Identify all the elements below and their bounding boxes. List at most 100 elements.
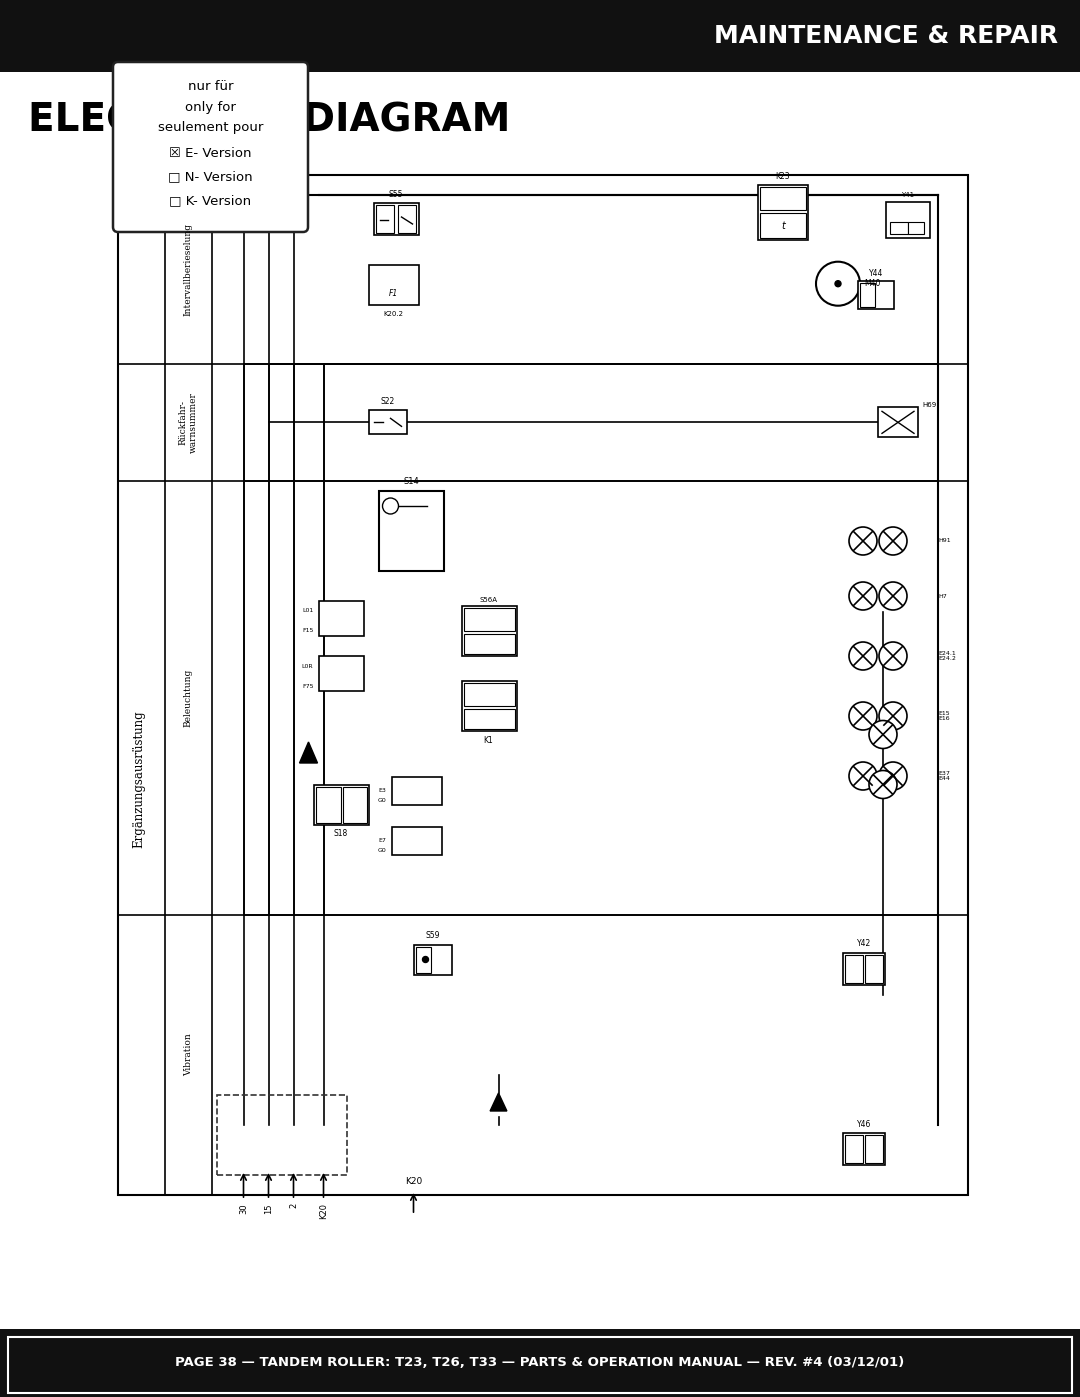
Text: E15
E16: E15 E16 <box>939 711 949 721</box>
Circle shape <box>382 497 399 514</box>
Bar <box>368 265 419 305</box>
Text: E37
E44: E37 E44 <box>939 771 950 781</box>
Bar <box>0 0 1080 73</box>
Text: Beleuchtung: Beleuchtung <box>184 669 192 726</box>
Text: F15: F15 <box>302 629 313 633</box>
Text: nur für: nur für <box>188 81 233 94</box>
Circle shape <box>849 643 877 671</box>
Bar <box>463 710 514 729</box>
Bar <box>760 212 806 237</box>
Text: □ N- Version: □ N- Version <box>168 170 253 183</box>
Bar <box>845 954 863 982</box>
Bar <box>368 411 406 434</box>
Bar <box>315 787 340 823</box>
Text: H91: H91 <box>939 538 950 543</box>
Text: Y44: Y44 <box>868 268 883 278</box>
Bar <box>313 785 368 824</box>
Text: H7: H7 <box>939 594 947 598</box>
Bar <box>845 1134 863 1162</box>
Text: S14: S14 <box>403 476 419 486</box>
Bar <box>463 683 514 705</box>
Circle shape <box>849 703 877 731</box>
Text: E24.1
E24.2: E24.1 E24.2 <box>939 651 956 661</box>
Bar <box>865 954 883 982</box>
Text: Y46: Y46 <box>856 1120 872 1129</box>
Bar <box>342 787 366 823</box>
Bar <box>374 203 419 235</box>
Bar <box>908 222 924 235</box>
Bar <box>391 827 442 855</box>
Text: 30: 30 <box>239 1203 248 1214</box>
Text: S56A: S56A <box>480 597 498 604</box>
Text: F1: F1 <box>389 289 399 298</box>
Bar <box>391 777 442 805</box>
Circle shape <box>849 583 877 610</box>
Text: G0: G0 <box>378 798 387 803</box>
Bar <box>216 1095 347 1175</box>
Bar <box>843 953 885 985</box>
Text: ☒ E- Version: ☒ E- Version <box>170 147 252 159</box>
Bar <box>860 282 875 307</box>
Bar <box>416 947 431 972</box>
Circle shape <box>849 761 877 789</box>
Text: G0: G0 <box>378 848 387 854</box>
Text: F75: F75 <box>302 683 313 689</box>
Bar <box>414 944 451 975</box>
Text: K23: K23 <box>775 172 791 182</box>
Text: S59: S59 <box>426 932 440 940</box>
Text: M40: M40 <box>864 279 880 288</box>
Text: PAGE 38 — TANDEM ROLLER: T23, T26, T33 — PARTS & OPERATION MANUAL — REV. #4 (03/: PAGE 38 — TANDEM ROLLER: T23, T26, T33 —… <box>175 1356 905 1369</box>
Bar <box>397 205 416 233</box>
Bar <box>319 601 364 636</box>
Text: L01: L01 <box>302 609 313 613</box>
Bar <box>865 1134 883 1162</box>
Polygon shape <box>299 742 318 763</box>
Circle shape <box>835 281 841 286</box>
Text: L0R: L0R <box>302 664 313 669</box>
Bar <box>378 490 444 571</box>
Bar <box>376 205 393 233</box>
Polygon shape <box>490 1092 507 1111</box>
Text: E7: E7 <box>379 838 387 842</box>
Bar <box>878 408 918 437</box>
Text: K20: K20 <box>405 1178 422 1186</box>
Text: E3: E3 <box>379 788 387 793</box>
Text: Vibration: Vibration <box>184 1034 192 1076</box>
Circle shape <box>879 527 907 555</box>
Bar <box>8 1337 1072 1393</box>
Text: □ K- Version: □ K- Version <box>170 194 252 208</box>
Bar <box>886 203 930 237</box>
Text: Intervallberieselung: Intervallberieselung <box>184 224 192 316</box>
Bar <box>461 606 516 657</box>
Bar <box>858 281 894 309</box>
Text: S22: S22 <box>380 397 394 407</box>
Bar <box>758 184 808 240</box>
Bar <box>890 222 908 235</box>
Text: ELECTRICAL DIAGRAM: ELECTRICAL DIAGRAM <box>28 101 511 138</box>
Bar <box>319 657 364 692</box>
Bar <box>0 1329 1080 1397</box>
Text: K20.2: K20.2 <box>383 312 404 317</box>
Circle shape <box>422 957 429 963</box>
Text: 15: 15 <box>264 1203 273 1214</box>
Circle shape <box>879 761 907 789</box>
Bar <box>463 608 514 631</box>
Text: seulement pour: seulement pour <box>158 120 264 134</box>
Bar <box>843 1133 885 1165</box>
Text: Y42: Y42 <box>856 940 872 949</box>
Text: H69: H69 <box>922 402 936 408</box>
Circle shape <box>879 643 907 671</box>
Text: Y41: Y41 <box>902 191 915 198</box>
Text: K1: K1 <box>484 736 494 745</box>
Text: t: t <box>781 221 785 231</box>
Bar <box>118 175 968 1194</box>
Text: MAINTENANCE & REPAIR: MAINTENANCE & REPAIR <box>714 24 1058 47</box>
Text: S55: S55 <box>388 190 403 198</box>
FancyBboxPatch shape <box>113 61 308 232</box>
Text: S18: S18 <box>334 830 348 838</box>
Text: Rückfahr-
warnsummer: Rückfahr- warnsummer <box>178 393 198 453</box>
Text: K20: K20 <box>319 1203 328 1220</box>
Circle shape <box>879 703 907 731</box>
Bar <box>760 187 806 210</box>
Circle shape <box>879 583 907 610</box>
